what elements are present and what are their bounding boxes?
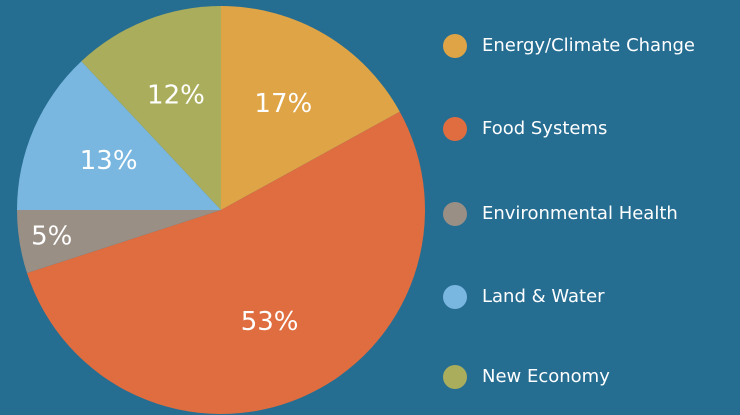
legend-label: New Economy — [482, 366, 610, 387]
legend-label: Food Systems — [482, 118, 607, 139]
legend-swatch — [443, 365, 467, 389]
slice-label: 5% — [31, 221, 72, 251]
pie-slice — [26, 111, 425, 414]
legend-swatch — [443, 202, 467, 226]
pie-slice — [17, 210, 221, 274]
legend-swatch — [443, 117, 467, 141]
slice-label: 53% — [241, 307, 299, 337]
legend-swatch — [443, 34, 467, 58]
pie-slice — [17, 61, 221, 210]
legend-label: Environmental Health — [482, 203, 678, 224]
slice-label: 13% — [80, 146, 138, 176]
pie-slice — [81, 6, 222, 210]
legend-swatch — [443, 285, 467, 309]
legend-label: Energy/Climate Change — [482, 35, 695, 56]
slice-label: 17% — [254, 89, 312, 119]
pie-slice — [221, 6, 400, 210]
slice-label: 12% — [147, 81, 205, 111]
legend-label: Land & Water — [482, 286, 605, 307]
